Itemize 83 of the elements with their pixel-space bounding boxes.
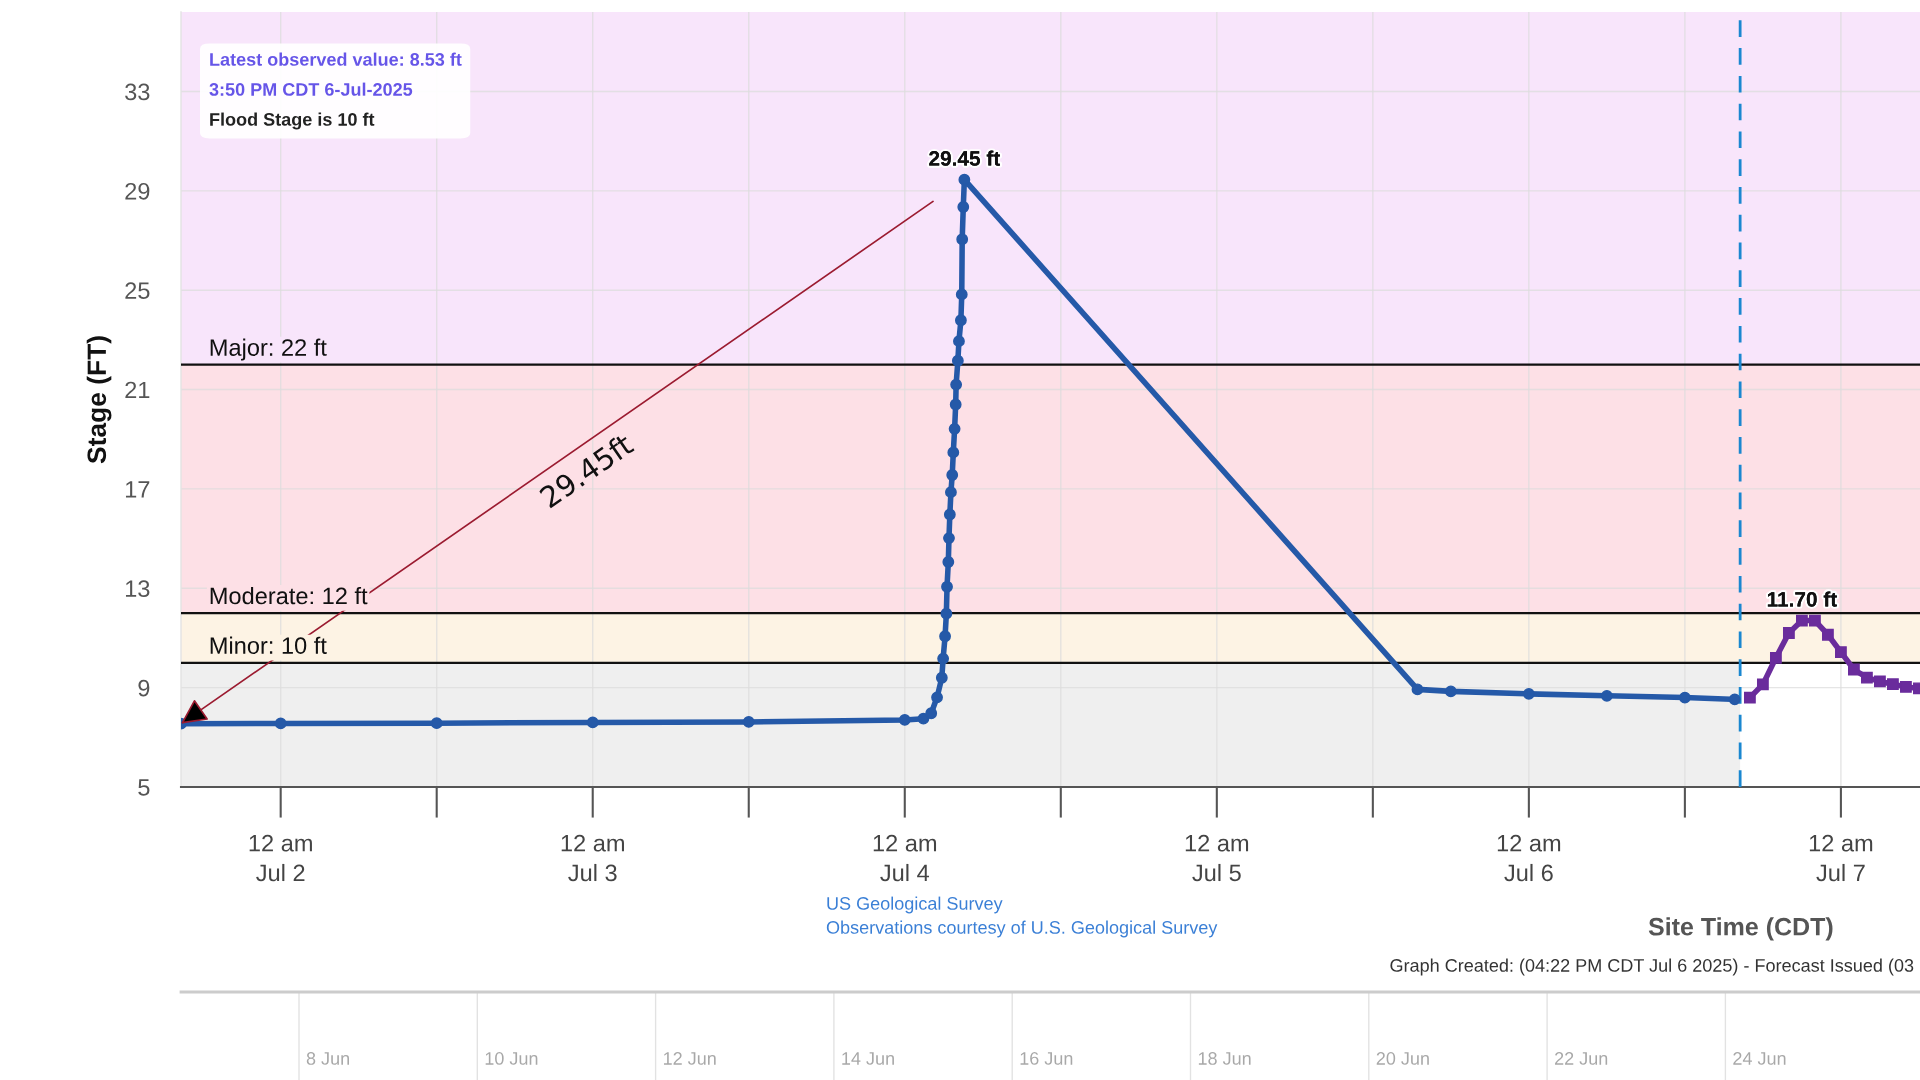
y-tick-label: 21 xyxy=(125,381,150,399)
x-tick-label: 12 am Jul 3 xyxy=(561,834,624,882)
point xyxy=(274,717,287,730)
y-tick-label: 25 xyxy=(125,282,150,299)
point xyxy=(1887,678,1899,691)
point xyxy=(957,201,970,213)
text: 22 Jun xyxy=(1555,1052,1608,1065)
point xyxy=(943,508,956,521)
annotation: Flood Stage is 10 ft xyxy=(210,112,375,130)
data-label: 29.45 ft xyxy=(929,150,1001,166)
point xyxy=(1743,691,1756,704)
y-tick-label: 29 xyxy=(125,182,150,200)
point xyxy=(925,707,938,720)
point xyxy=(956,233,969,246)
x-tick-label: 12 am Jul 5 xyxy=(1185,834,1249,882)
annotation: Latest observed value: 8.53 ft xyxy=(210,52,462,66)
point xyxy=(430,717,443,730)
data-label: 11.70 ft xyxy=(1767,591,1837,607)
y-tick-label: 17 xyxy=(125,481,150,498)
point xyxy=(945,486,957,499)
x-axis-title: Site Time (CDT) xyxy=(1648,917,1833,941)
point xyxy=(954,314,967,327)
text: 24 Jun xyxy=(1733,1052,1786,1065)
point xyxy=(935,671,948,684)
point xyxy=(958,173,971,186)
text: 14 Jun xyxy=(842,1052,894,1065)
point xyxy=(898,714,911,726)
point xyxy=(947,446,960,459)
point xyxy=(931,691,943,704)
point xyxy=(1444,685,1457,698)
text: 16 Jun xyxy=(1020,1052,1073,1065)
text: Graph Created: (04:22 PM CDT Jul 6 2025) - Forecast Issued (03 xyxy=(1390,958,1914,976)
annotation: 3:50 PM CDT 6-Jul-2025 xyxy=(209,82,413,96)
y-tick-label: 33 xyxy=(125,83,150,101)
text: US Geological Survey xyxy=(827,896,1003,914)
point xyxy=(1411,683,1424,696)
point xyxy=(941,580,953,593)
x-tick-label: 12 am Jul 7 xyxy=(1809,834,1873,882)
x-tick-label: 12 am Jul 2 xyxy=(249,834,312,882)
point xyxy=(1522,687,1535,700)
point xyxy=(951,354,964,367)
point xyxy=(1900,680,1912,693)
point xyxy=(1834,646,1847,659)
ref-line-label: Major: 22 ft xyxy=(210,338,327,361)
y-axis-title: Stage (FT) xyxy=(86,336,112,464)
point xyxy=(1795,614,1808,627)
point xyxy=(1782,627,1795,639)
point xyxy=(940,607,953,620)
point xyxy=(1756,678,1769,691)
point xyxy=(1874,675,1886,688)
y-tick-label: 13 xyxy=(125,580,150,598)
point xyxy=(1860,671,1873,684)
text: Observations courtesy of U.S. Geological Survey xyxy=(826,920,1218,938)
point xyxy=(943,532,955,545)
point xyxy=(1600,689,1613,702)
x-tick-label: 12 am Jul 6 xyxy=(1497,834,1561,882)
point xyxy=(949,398,962,411)
point xyxy=(1821,628,1834,641)
text: 12 Jun xyxy=(663,1052,716,1065)
point xyxy=(586,716,599,729)
point xyxy=(1728,693,1741,706)
text: 20 Jun xyxy=(1376,1052,1429,1065)
point xyxy=(939,630,951,643)
point xyxy=(937,652,950,665)
text: 8 Jun xyxy=(306,1052,349,1065)
point xyxy=(946,469,959,481)
y-tick-label: 5 xyxy=(138,779,150,796)
point xyxy=(950,378,963,391)
ref-line-label: Moderate: 12 ft xyxy=(210,586,368,605)
point xyxy=(955,288,968,301)
point xyxy=(1678,691,1691,704)
ref-line-label: Minor: 10 ft xyxy=(210,636,327,654)
text: 18 Jun xyxy=(1198,1052,1251,1065)
x-tick-label: 12 am Jul 4 xyxy=(873,834,937,882)
point xyxy=(953,335,965,348)
point xyxy=(742,716,755,728)
point xyxy=(1808,614,1821,627)
y-tick-label: 9 xyxy=(138,679,150,697)
point xyxy=(1847,663,1860,676)
point xyxy=(942,556,955,568)
point xyxy=(948,422,961,435)
text: 10 Jun xyxy=(485,1052,538,1065)
point xyxy=(1769,651,1782,664)
